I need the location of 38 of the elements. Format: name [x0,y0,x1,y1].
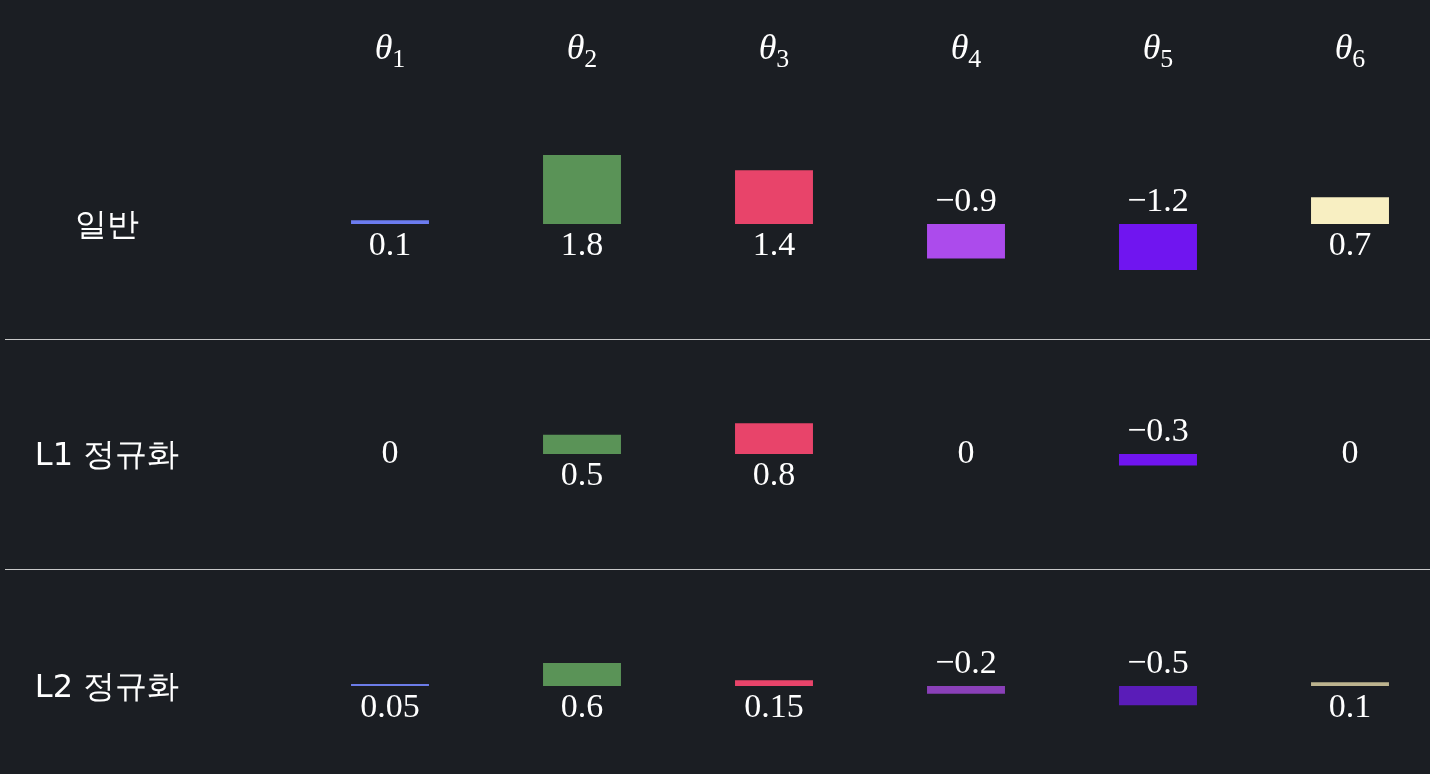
bar [1119,224,1197,270]
bar [735,680,813,686]
data-label: 0 [957,432,975,470]
chart-title: L2 정규화 [33,666,181,706]
bar [543,663,621,686]
x-tick-label: θ$_{5}$ [1142,25,1174,75]
data-label: 0.8 [752,454,796,492]
data-label: 0 [1341,432,1359,470]
data-label: 1.4 [752,224,796,262]
data-label: 0.1 [368,224,412,262]
x-tick-label: θ$_{2}$ [566,25,598,75]
data-label: −0.9 [935,180,997,218]
bar [1119,686,1197,706]
bar [543,155,621,224]
bar [351,220,429,224]
text: 일반 [74,204,140,244]
data-label: 0.05 [360,686,420,724]
data-label: 0.1 [1328,686,1372,724]
data-label: 0.5 [560,454,604,492]
bar [735,170,813,224]
data-label: 1.8 [560,224,604,262]
x-tick-label: θ$_{4}$ [950,25,982,75]
x-tick-label: θ$_{6}$ [1334,25,1366,75]
data-label: 0.7 [1328,224,1372,262]
data-label: −1.2 [1127,180,1189,218]
data-label: 0.15 [744,686,804,724]
chart-title: L1 정규화 [33,434,181,474]
data-label: 0 [381,432,399,470]
bar [1311,682,1389,686]
data-label: −0.2 [935,642,997,680]
bar [927,686,1005,694]
data-label: −0.3 [1127,410,1189,448]
bar [1311,197,1389,224]
data-label: 0.6 [560,686,604,724]
bar [927,224,1005,259]
x-tick-label: θ$_{1}$ [374,25,406,75]
data-label: −0.5 [1127,642,1189,680]
x-tick-label: θ$_{3}$ [758,25,790,75]
